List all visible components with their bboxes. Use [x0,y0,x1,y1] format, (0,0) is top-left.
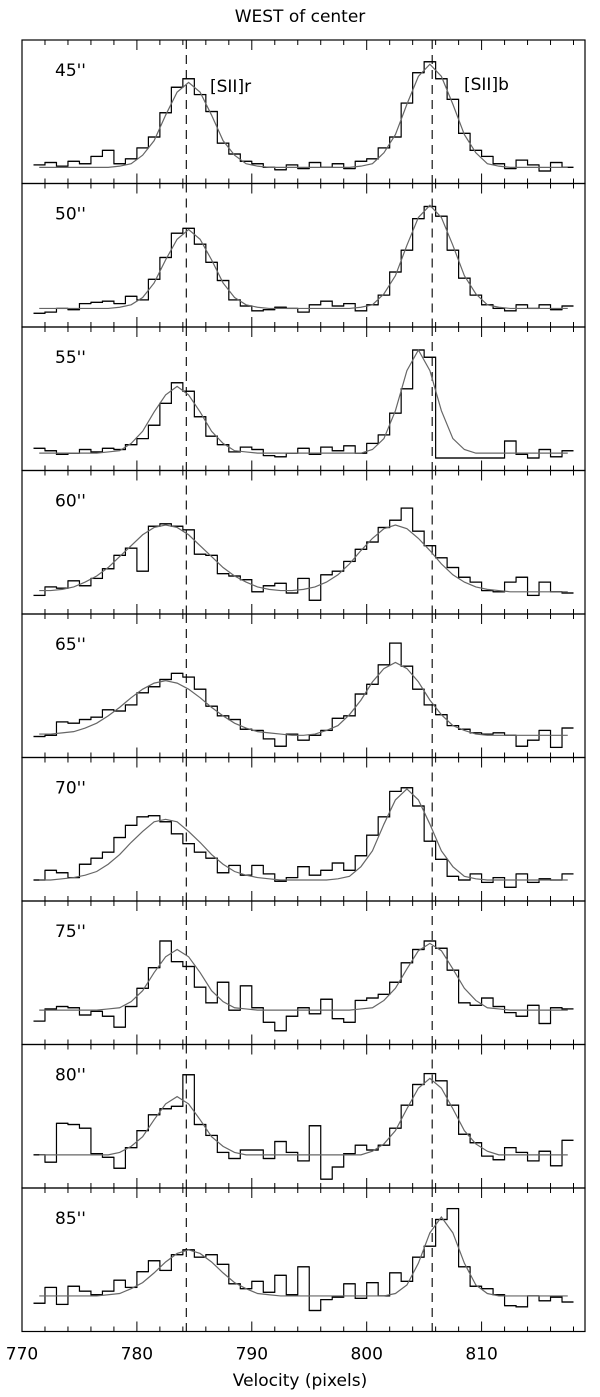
histogram-outline [33,787,574,888]
fit-curve [39,788,568,881]
x-tick-label: 790 [236,1345,268,1365]
panel-label: 45'' [55,61,86,81]
histogram-outline [33,349,574,459]
fit-curve [39,942,568,1011]
histogram-outline [33,205,574,314]
panel-frame [21,326,586,472]
panel-frame [21,1043,586,1189]
annotation: [SII]b [464,75,509,95]
x-tick-label: 780 [121,1345,153,1365]
panel-label: 50'' [55,205,86,225]
x-axis-label: Velocity (pixels) [233,1371,367,1391]
histogram-outline [33,940,574,1032]
panel-label: 55'' [55,348,86,368]
x-tick-label: 810 [465,1345,497,1365]
panel-label: 80'' [55,1066,86,1086]
annotation: [SII]r [210,77,251,97]
fit-curve [39,63,568,168]
x-tick-label: 770 [6,1345,38,1365]
histogram-outline [33,1072,574,1180]
fit-curve [39,661,568,736]
panel-frame [21,39,586,185]
histogram-outline [33,642,574,749]
fit-curve [39,348,568,454]
histogram-outline [33,61,574,172]
panel-label: 85'' [55,1209,86,1229]
panel-frame [21,1187,586,1333]
histogram-outline [33,1207,574,1312]
chart-title: WEST of center [235,7,366,27]
panel-label: 60'' [55,492,86,512]
panel-label: 75'' [55,922,86,942]
panel-frame [21,613,586,759]
panel-frame [21,182,586,328]
fit-curve [39,1077,568,1156]
panel-label: 65'' [55,635,86,655]
panel-frame [21,469,586,615]
panel-frame [21,900,586,1046]
fit-curve [39,524,568,593]
x-tick-label: 800 [350,1345,382,1365]
panel-label: 70'' [55,779,86,799]
fit-curve [39,204,568,310]
fit-curve [39,1216,568,1297]
histogram-outline [33,507,574,601]
